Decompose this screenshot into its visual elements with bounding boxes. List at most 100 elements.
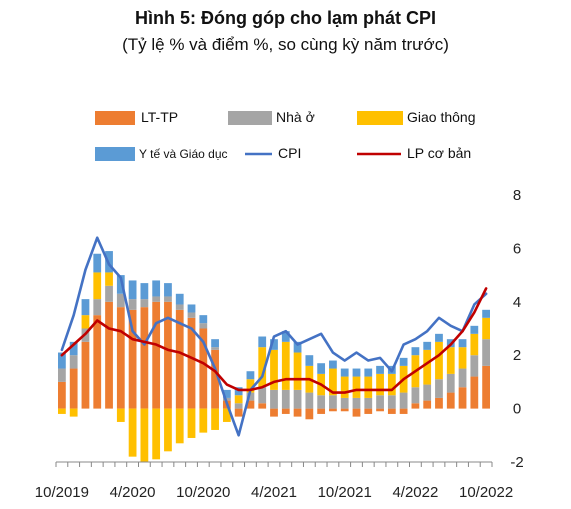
bar-2-4 (105, 272, 113, 286)
legend-label-1: Nhà ở (276, 109, 315, 125)
bar-1-31 (423, 384, 432, 401)
bar-2-11 (187, 408, 196, 438)
bar-3-24 (340, 368, 349, 377)
x-tick-label-1: 4/2020 (110, 484, 156, 501)
bar-0-15 (234, 408, 243, 417)
bar-2-26 (364, 376, 373, 398)
bar-1-27 (376, 395, 384, 409)
bar-1-6 (128, 299, 137, 310)
x-tick-label-2: 10/2020 (176, 484, 230, 501)
bar-3-26 (364, 368, 373, 377)
bar-0-36 (482, 365, 490, 409)
bar-0-32 (435, 397, 443, 409)
bar-3-14 (222, 389, 231, 398)
bar-1-21 (305, 392, 314, 409)
bar-1-9 (164, 296, 172, 302)
bar-2-3 (93, 272, 102, 300)
bar-1-26 (364, 397, 373, 409)
bar-1-4 (105, 285, 113, 302)
bar-0-29 (399, 408, 408, 414)
bar-0-21 (305, 408, 314, 420)
bar-0-22 (317, 408, 326, 414)
bar-3-15 (234, 387, 243, 396)
bar-2-14 (222, 408, 231, 422)
bar-1-25 (352, 397, 361, 409)
bar-3-23 (329, 360, 337, 369)
bar-2-8 (152, 408, 161, 460)
bar-1-1 (69, 355, 78, 369)
bar-1-0 (58, 368, 66, 382)
y-tick-label-5: -2 (510, 454, 523, 471)
bar-0-34 (458, 387, 467, 409)
x-tick-label-0: 10/2019 (35, 484, 89, 501)
bar-0-0 (58, 381, 66, 409)
bar-2-5 (116, 408, 125, 422)
bar-1-17 (258, 387, 267, 404)
bar-3-34 (458, 339, 467, 348)
lines-layer (60, 236, 488, 437)
bar-0-7 (140, 307, 149, 409)
series-line-1 (60, 287, 488, 394)
y-tick-label-1: 6 (513, 240, 521, 257)
bar-2-7 (140, 408, 149, 462)
bar-2-10 (175, 408, 184, 444)
bar-0-31 (423, 400, 432, 409)
bar-3-35 (470, 325, 479, 334)
bar-3-3 (93, 253, 102, 273)
bar-3-1 (69, 341, 78, 356)
bar-2-1 (69, 408, 78, 417)
bar-2-25 (352, 376, 361, 398)
bar-2-35 (470, 333, 479, 356)
bar-3-12 (199, 315, 208, 324)
bar-0-18 (270, 408, 278, 417)
bar-2-2 (81, 315, 90, 329)
legend-label-0: LT-TP (141, 109, 178, 125)
bar-2-24 (340, 376, 349, 398)
bar-3-13 (211, 339, 219, 348)
bar-1-28 (387, 395, 396, 409)
bar-3-0 (58, 352, 66, 369)
bar-2-9 (164, 408, 172, 452)
bar-1-19 (281, 389, 290, 409)
x-tick-label-3: 4/2021 (251, 484, 297, 501)
bar-0-19 (281, 408, 290, 414)
bar-3-5 (116, 275, 125, 294)
bar-2-31 (423, 349, 432, 385)
series-line-0 (60, 236, 488, 437)
bar-3-29 (399, 357, 408, 366)
bar-0-25 (352, 408, 361, 417)
bar-1-18 (270, 389, 278, 409)
bar-1-10 (175, 304, 184, 310)
bar-0-3 (93, 315, 102, 409)
bar-0-6 (128, 309, 137, 409)
bar-1-34 (458, 368, 467, 388)
axes-layer: 10/2019 4/2020 10/2020 4/2021 10/2021 4/2022 1… (35, 187, 524, 501)
bar-2-23 (329, 368, 337, 396)
bar-3-9 (164, 283, 172, 297)
bar-3-25 (352, 368, 361, 377)
bar-2-36 (482, 317, 490, 340)
bar-1-15 (234, 403, 243, 409)
bar-0-20 (293, 408, 302, 417)
bar-0-33 (446, 392, 455, 409)
legend: LT-TP Nhà ở Giao thông Y tế và Giáo dục CPI L… (95, 109, 476, 161)
legend-label-4: CPI (278, 145, 301, 161)
bar-2-6 (128, 408, 137, 457)
bar-3-30 (411, 347, 420, 356)
bar-1-7 (140, 299, 149, 308)
bar-3-27 (376, 365, 384, 374)
bar-1-8 (152, 296, 161, 302)
x-tick-label-5: 4/2022 (392, 484, 438, 501)
bar-2-32 (435, 341, 443, 380)
bar-1-11 (187, 312, 196, 318)
bar-0-5 (116, 307, 125, 409)
bar-1-22 (317, 395, 326, 409)
bar-0-13 (211, 349, 219, 409)
bar-3-16 (246, 371, 255, 380)
bar-2-0 (58, 408, 66, 414)
bar-3-22 (317, 363, 326, 374)
bar-1-5 (116, 293, 125, 308)
bar-0-16 (246, 400, 255, 409)
